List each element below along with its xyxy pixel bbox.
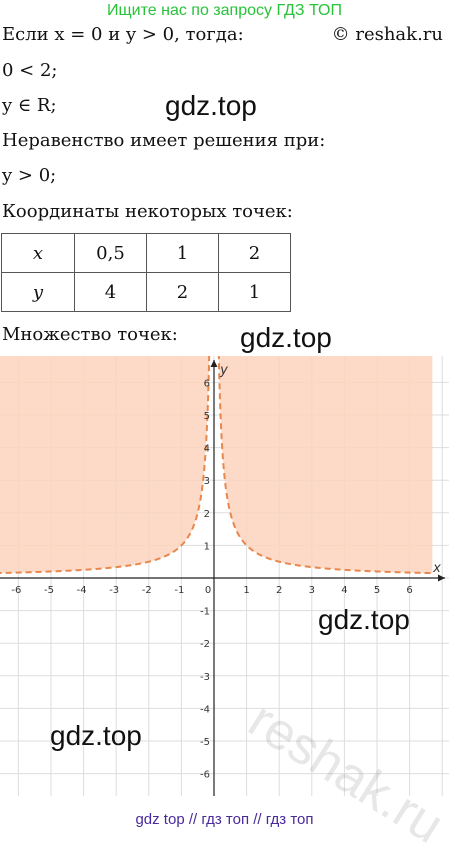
y-tick-label: -2 [200, 639, 210, 650]
table-cell: 1 [146, 233, 219, 273]
solution-intro: Неравенство имеет решения при: [2, 130, 326, 151]
table-cell-header: x [1, 233, 75, 273]
y-tick-label: 6 [204, 378, 210, 389]
table-cell: 0,5 [74, 233, 147, 273]
condition-line: Если x = 0 и y > 0, тогда: [2, 24, 244, 45]
y-tick-label: -3 [200, 672, 210, 683]
watermark-2: gdz.top [240, 322, 332, 353]
x-tick-label: 5 [374, 585, 380, 596]
inequality-line: 0 < 2; [2, 60, 58, 81]
search-banner: Ищите нас по запросу ГДЗ ТОП [107, 2, 342, 19]
y-axis-arrow [210, 360, 218, 367]
x-tick-label: -3 [109, 585, 119, 596]
y-tick-label: 2 [204, 509, 210, 520]
table-cell: 4 [74, 272, 147, 312]
x-axis-arrow [438, 574, 445, 582]
y-tick-label: -5 [200, 737, 210, 748]
x-tick-label: -2 [142, 585, 152, 596]
x-tick-label: -4 [77, 585, 87, 596]
table-row: y 4 2 1 [1, 272, 291, 312]
y-axis-label: y [219, 363, 228, 378]
x-tick-label: -1 [174, 585, 184, 596]
watermark-4: gdz.top [50, 720, 142, 751]
copyright-label: © reshak.ru [331, 24, 443, 45]
function-graph: x y -6 -5 -4 -3 -2 -1 0 1 2 3 4 5 6 6 5 4 3 2 1 -1 -2 -3 -4 -5 -6 [0, 356, 449, 796]
solution-region [0, 356, 433, 574]
x-tick-label: 0 [205, 585, 211, 596]
watermark-3: gdz.top [318, 604, 410, 635]
table-cell: 2 [146, 272, 219, 312]
x-tick-label: -6 [11, 585, 21, 596]
domain-line: y ∈ R; [2, 95, 57, 116]
points-intro: Координаты некоторых точек: [2, 201, 293, 222]
watermark-1: gdz.top [165, 90, 257, 121]
y-tick-label: -4 [200, 704, 210, 715]
x-tick-label: 3 [309, 585, 315, 596]
y-tick-label: -6 [200, 770, 210, 781]
x-axis-label: x [432, 561, 441, 576]
points-table: x 0,5 1 2 y 4 2 1 [1, 233, 291, 312]
table-cell: 1 [218, 272, 291, 312]
x-tick-label: -5 [44, 585, 54, 596]
table-cell: 2 [218, 233, 291, 273]
y-tick-label: 3 [204, 476, 210, 487]
table-cell-header: y [1, 272, 75, 312]
y-tick-label: 5 [204, 411, 210, 422]
y-tick-label: -1 [200, 607, 210, 618]
solution-line: y > 0; [2, 165, 57, 186]
table-row: x 0,5 1 2 [1, 233, 291, 273]
x-tick-label: 2 [276, 585, 282, 596]
footer-links: gdz top // гдз топ // гдз топ [135, 811, 314, 828]
curve-right [217, 356, 433, 575]
y-tick-label: 1 [204, 541, 210, 552]
curve-left [0, 356, 211, 575]
set-intro: Множество точек: [2, 324, 178, 345]
x-tick-label: 4 [341, 585, 347, 596]
y-tick-label: 4 [204, 444, 210, 455]
x-tick-label: 6 [406, 585, 412, 596]
x-tick-label: 1 [243, 585, 249, 596]
